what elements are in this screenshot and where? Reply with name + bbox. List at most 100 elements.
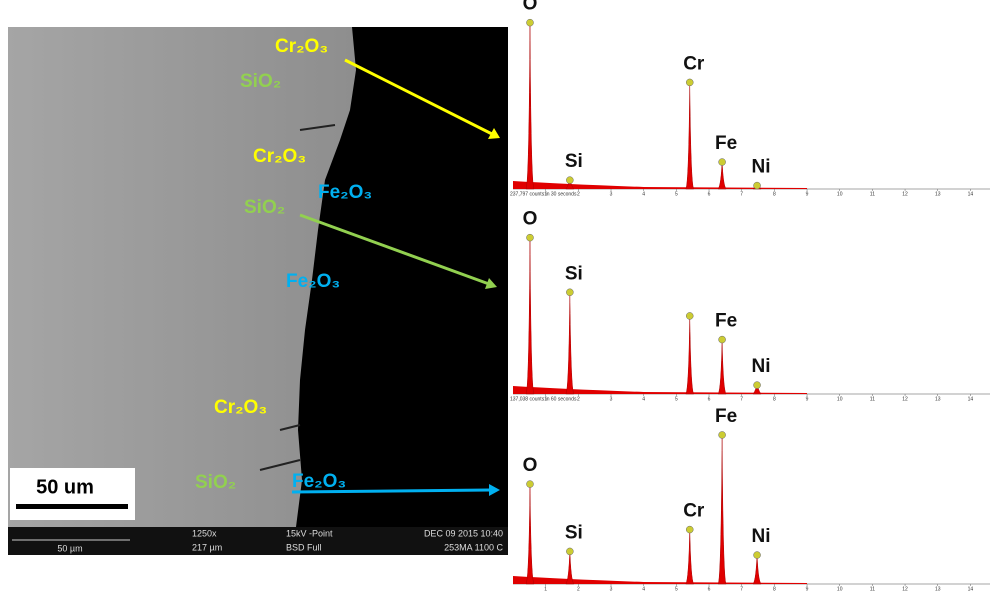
peak-marker [526,481,533,488]
element-label: O [523,0,538,15]
peak-marker [754,182,761,189]
peak-marker [754,552,761,559]
x-tick-label: 13 [935,396,941,402]
info-text: BSD Full [286,542,322,552]
element-label: Cr [683,53,705,74]
peak-marker [566,289,573,296]
background [513,386,807,394]
x-tick-label: 7 [740,396,743,402]
phase-label: Cr₂O₃ [214,397,267,418]
phase-label: SiO₂ [244,197,285,218]
x-tick-label: 8 [773,191,776,197]
element-label: Ni [752,157,771,178]
peak-marker [566,177,573,184]
element-label: Fe [715,406,737,427]
peak-marker [754,382,761,389]
phase-label: Fe₂O₃ [318,182,372,203]
element-label: Ni [752,526,771,547]
x-tick-label: 2 [577,396,580,402]
element-label: O [523,209,538,230]
x-tick-label: 5 [675,586,678,592]
element-label: O [523,455,538,476]
element-label: Fe [715,311,737,332]
x-tick-label: 3 [610,191,613,197]
x-tick-label: 13 [935,191,941,197]
x-tick-label: 6 [708,586,711,592]
phase-label: SiO₂ [240,71,281,92]
x-tick-label: 11 [870,191,875,197]
peak-marker [686,526,693,533]
info-text: 1250x [192,528,217,538]
phase-label: SiO₂ [195,472,236,493]
info-text: 253MA 1100 C [444,542,503,552]
info-text: 15kV -Point [286,528,333,538]
x-tick-label: 12 [902,191,908,197]
x-tick-label: 8 [773,586,776,592]
peak [686,528,694,584]
x-tick-label: 9 [806,396,809,402]
x-tick-label: 9 [806,191,809,197]
x-tick-label: 7 [740,586,743,592]
phase-label: Fe₂O₃ [292,471,346,492]
spectrum-caption: 137,038 counts in 60 seconds [510,396,577,402]
x-tick-label: 8 [773,396,776,402]
scale-bar [16,504,128,509]
x-tick-label: 2 [577,191,580,197]
x-tick-label: 4 [642,191,645,197]
x-tick-label: 10 [837,396,843,402]
peak [566,290,574,394]
x-tick-label: 5 [675,191,678,197]
x-tick-label: 14 [968,191,974,197]
phase-label: Fe₂O₃ [286,271,340,292]
x-tick-label: 3 [610,396,613,402]
info-text: DEC 09 2015 10:40 [424,528,503,538]
x-tick-label: 4 [642,586,645,592]
peak [526,482,534,584]
x-tick-label: 11 [870,396,875,402]
x-tick-label: 7 [740,191,743,197]
x-tick-label: 13 [935,586,941,592]
x-tick-label: 3 [610,586,613,592]
x-tick-label: 11 [870,586,875,592]
x-tick-label: 14 [968,396,974,402]
x-tick-label: 10 [837,586,843,592]
x-tick-label: 6 [708,396,711,402]
peak-marker [719,159,726,166]
spectrum-caption: 237,797 counts in 30 seconds [510,191,577,197]
x-tick-label: 12 [902,586,908,592]
x-tick-label: 2 [577,586,580,592]
element-label: Cr [683,501,705,522]
x-tick-label: 12 [902,396,908,402]
x-tick-label: 9 [806,586,809,592]
peak-marker [526,19,533,26]
peak [718,433,726,584]
element-label: Si [565,263,583,284]
phase-label: Cr₂O₃ [253,146,306,167]
info-text: 217 µm [192,542,222,552]
x-tick-label: 5 [675,396,678,402]
info-text: 50 µm [57,543,82,553]
element-label: Si [565,151,583,172]
x-tick-label: 10 [837,191,843,197]
element-label: Si [565,522,583,543]
element-label: Ni [752,356,771,377]
element-label: Fe [715,133,737,154]
peak-marker [719,431,726,438]
x-tick-label: 6 [708,191,711,197]
peak-marker [566,548,573,555]
peak [526,236,534,394]
background [513,576,807,584]
background [513,181,807,189]
peak-marker [686,79,693,86]
peak-marker [686,312,693,319]
peak [718,338,726,394]
x-tick-label: 14 [968,586,974,592]
scale-bar-label: 50 um [36,476,94,498]
x-tick-label: 1 [544,586,547,592]
figure: 50 um 50 µm 1250x 217 µm 15kV -Point BSD… [0,0,1006,594]
peak-marker [526,234,533,241]
peak [686,314,694,394]
phase-label: Cr₂O₃ [275,36,328,57]
page: 50 um 50 µm 1250x 217 µm 15kV -Point BSD… [0,0,1006,594]
peak [526,21,534,189]
